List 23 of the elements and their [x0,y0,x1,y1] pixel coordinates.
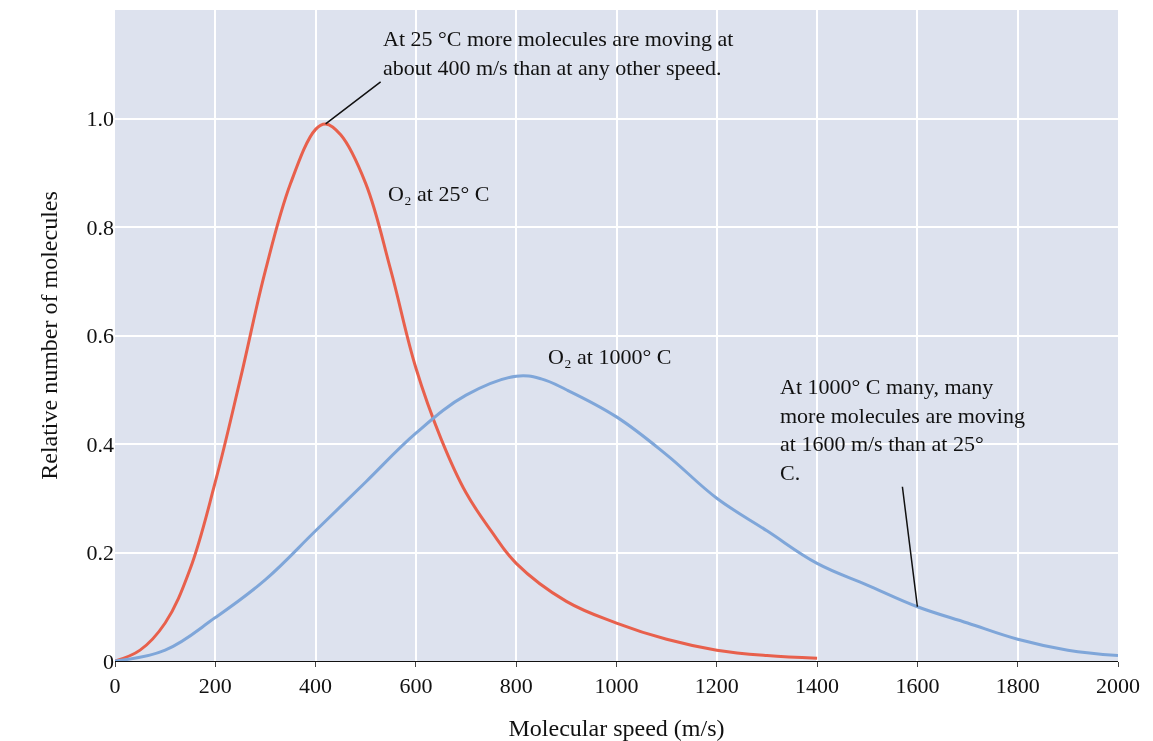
x-tick-label: 1000 [594,673,639,699]
annotation: At 25 °C more molecules are moving at about 400 m/s than at any other speed. [383,26,734,80]
y-axis-title: Relative number of molecules [36,191,62,480]
y-tick-label: 1.0 [86,106,114,132]
x-tick-label: 1200 [694,673,739,699]
series-label: O₂ at 1000° C [548,344,672,369]
y-tick-label: 0.4 [86,431,114,457]
y-tick-label: 0 [103,648,114,674]
x-tick-label: 400 [299,673,333,699]
x-tick-label: 600 [399,673,433,699]
x-axis-title: Molecular speed (m/s) [508,715,725,741]
annotation: At 1000° C many, many more molecules are moving at 1600 m/s than at 25° C. [780,374,1025,485]
x-tick-label: 1400 [795,673,840,699]
series-label: O₂ at 25° C [388,181,490,206]
y-tick-label: 0.2 [86,540,114,566]
x-tick-label: 1800 [995,673,1040,699]
line-series [115,374,1118,661]
y-tick-label: 0.6 [86,323,114,349]
x-tick-label: 800 [499,673,533,699]
x-tick-label: 200 [198,673,232,699]
y-tick-label: 0.8 [86,214,114,240]
x-tick-label: 2000 [1096,673,1140,699]
x-tick-label: 1600 [895,673,940,699]
